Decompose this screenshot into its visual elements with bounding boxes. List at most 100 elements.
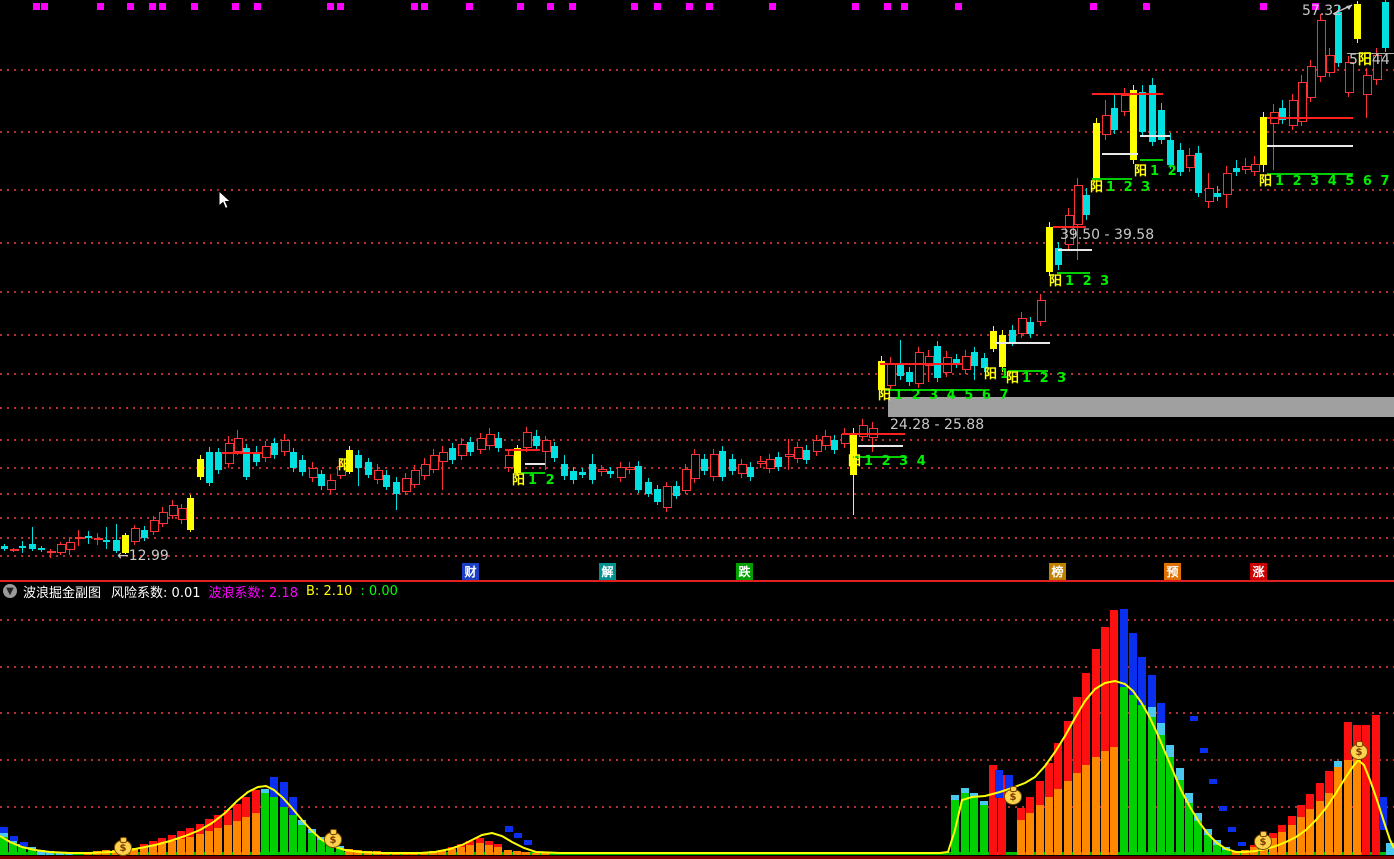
extra-value: : 0.00 xyxy=(360,583,398,599)
indicator-bar-segment xyxy=(242,817,250,855)
indicator-bar-segment xyxy=(466,845,474,855)
candle-body xyxy=(654,489,661,502)
candle-body xyxy=(803,450,810,460)
bottom-badge[interactable]: 涨 xyxy=(1250,563,1267,580)
indicator-bar-segment xyxy=(485,841,493,845)
yang-count-numbers: 1 2 xyxy=(528,473,557,488)
indicator-bar-segment xyxy=(1082,765,1090,855)
red-level-line xyxy=(221,452,262,454)
candle-body xyxy=(533,436,540,446)
candle-body xyxy=(822,436,831,446)
candle-body xyxy=(374,470,383,480)
candle-body xyxy=(897,364,904,376)
candle-body xyxy=(794,447,803,459)
moneybag-icon: $ xyxy=(1004,786,1022,805)
signal-dot xyxy=(769,3,776,10)
candle-body xyxy=(915,352,924,384)
bottom-badge[interactable]: 跌 xyxy=(736,563,753,580)
indicator-bar-segment xyxy=(970,797,978,855)
price-gridline xyxy=(0,131,1394,133)
bottom-badge[interactable]: 财 xyxy=(462,563,479,580)
indicator-baseline-red xyxy=(0,856,1394,859)
signal-dot xyxy=(421,3,428,10)
indicator-pane[interactable]: $ $ $ $ $ xyxy=(0,600,1394,859)
candle-body xyxy=(1102,115,1111,135)
indicator-gridline xyxy=(0,619,1394,621)
indicator-bar-segment xyxy=(1148,707,1156,717)
indicator-bar-segment xyxy=(261,793,269,855)
candle-body xyxy=(775,457,782,467)
indicator-bar-segment xyxy=(280,807,288,855)
candle-body xyxy=(477,438,486,450)
yang-char: 阳 xyxy=(848,454,862,469)
candle-body xyxy=(215,452,222,470)
green-level-line xyxy=(885,389,985,391)
price-gridline xyxy=(0,537,1394,539)
collapse-chevron-icon[interactable]: ▼ xyxy=(3,584,17,598)
indicator-bar-segment xyxy=(1017,808,1025,820)
price-label: 39.50 - 39.58 xyxy=(1060,227,1155,243)
corner-prefix: 5 xyxy=(1349,52,1358,68)
indicator-bar-segment xyxy=(961,788,969,793)
candle-body xyxy=(75,537,84,539)
candle-body xyxy=(691,454,700,479)
indicator-bar-segment xyxy=(1334,761,1342,767)
blue-wave-dash xyxy=(1200,748,1208,753)
indicator-bar-segment xyxy=(1278,825,1286,832)
candle-body xyxy=(467,442,474,452)
candle-body xyxy=(1046,227,1053,272)
white-level-line xyxy=(525,463,545,465)
price-gridline xyxy=(0,407,1394,409)
yang-count-numbers: 1 2 3 xyxy=(1065,274,1112,289)
candle-body xyxy=(598,469,607,472)
bottom-badge[interactable]: 解 xyxy=(599,563,616,580)
candle-body xyxy=(570,471,577,480)
indicator-bar-segment xyxy=(37,850,45,855)
indicator-title[interactable]: 波浪掘金副图 xyxy=(23,585,102,601)
candle-body xyxy=(318,474,325,486)
candle-body xyxy=(131,528,140,542)
indicator-bar-segment xyxy=(317,840,325,855)
indicator-bar-segment xyxy=(951,795,959,800)
candle-body xyxy=(122,535,129,553)
indicator-bar-segment xyxy=(1120,609,1128,687)
signal-dot xyxy=(327,3,334,10)
candle-body xyxy=(1027,322,1034,334)
corner-price-label: 5阳44 - 5 xyxy=(1349,53,1394,67)
candle-body xyxy=(94,538,103,540)
green-level-line xyxy=(1092,178,1132,180)
candle-wick xyxy=(32,527,33,551)
bottom-badge[interactable]: 预 xyxy=(1164,563,1181,580)
indicator-bar-segment xyxy=(485,845,493,855)
candle-body xyxy=(878,361,885,390)
candle-body xyxy=(1335,12,1342,63)
candle-body xyxy=(766,459,775,469)
candle-body xyxy=(505,455,514,468)
signal-dot xyxy=(191,3,198,10)
candle-body xyxy=(234,438,243,452)
candle-body xyxy=(701,459,708,471)
candle-body xyxy=(1214,193,1221,197)
price-gridline xyxy=(0,189,1394,191)
signal-dot xyxy=(884,3,891,10)
yang-count-numbers: 1 2 3 4 5 6 7 8 xyxy=(1275,174,1394,189)
indicator-bar-segment xyxy=(1176,768,1184,780)
indicator-bar-segment xyxy=(186,837,194,855)
candle-body xyxy=(1223,173,1232,195)
price-gridline xyxy=(0,517,1394,519)
signal-dot xyxy=(337,3,344,10)
indicator-bar-segment xyxy=(1353,755,1361,855)
signal-dot xyxy=(159,3,166,10)
indicator-bar-segment xyxy=(1213,845,1221,855)
indicator-header: ▼ 波浪掘金副图 风险系数: 0.01 波浪系数: 2.18 B: 2.10 :… xyxy=(0,582,1394,601)
bottom-badge[interactable]: 榜 xyxy=(1049,563,1066,580)
indicator-bar-segment xyxy=(1250,845,1258,847)
indicator-bar-segment xyxy=(1194,821,1202,855)
indicator-bar-segment xyxy=(494,847,502,855)
indicator-bar-segment xyxy=(1129,633,1137,695)
candle-body xyxy=(1354,4,1361,39)
indicator-bar-segment xyxy=(970,793,978,797)
candle-body xyxy=(355,455,362,468)
